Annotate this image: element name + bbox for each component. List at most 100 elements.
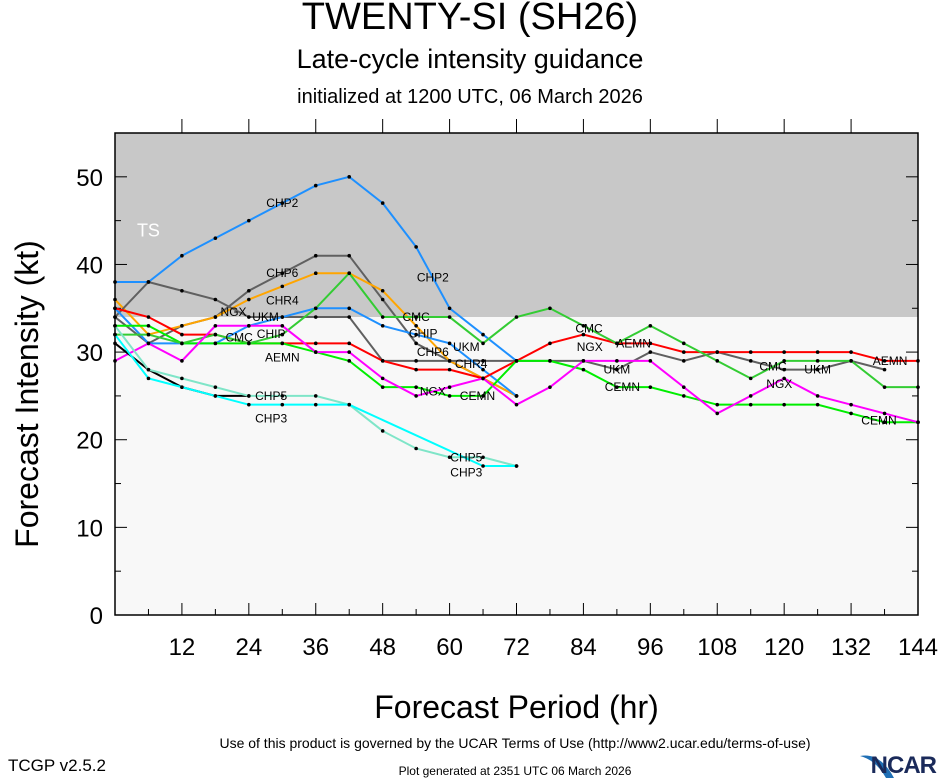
series-label: CHP5 (255, 389, 287, 403)
data-point (347, 271, 352, 276)
data-point (514, 315, 519, 319)
y-tick-label: 40 (76, 252, 103, 279)
data-point (313, 315, 318, 319)
data-point (447, 455, 452, 460)
data-point (648, 385, 653, 389)
data-point (313, 350, 318, 354)
series-label: CEMN (861, 414, 896, 428)
data-point (548, 359, 552, 363)
data-point (347, 341, 352, 346)
data-point (414, 341, 418, 346)
y-tick-label: 30 (76, 340, 103, 367)
data-point (447, 385, 452, 389)
data-point (748, 402, 753, 407)
series-label: CHIP (257, 327, 286, 341)
x-tick-label: 72 (503, 634, 530, 661)
series-label: CEMN (605, 380, 640, 394)
series-label: CHP6 (417, 345, 449, 359)
data-point (648, 359, 653, 363)
data-point (280, 324, 285, 328)
chart-title: TWENTY-SI (SH26) (301, 0, 639, 38)
data-point (882, 385, 887, 389)
data-point (715, 350, 720, 354)
series-label: CEMN (460, 389, 495, 403)
data-point (313, 271, 318, 276)
data-point (849, 359, 853, 363)
data-point (447, 341, 452, 346)
data-point (615, 385, 619, 389)
data-point (581, 367, 586, 372)
data-point (882, 359, 887, 363)
series-label: CHIP (409, 327, 438, 341)
x-tick-label: 96 (637, 634, 664, 661)
series-line-ukm (114, 280, 885, 371)
data-point (347, 253, 352, 258)
data-point (280, 394, 285, 398)
series-label: NGX (221, 305, 247, 319)
data-point (113, 359, 117, 363)
series-label: CMC (402, 310, 430, 324)
data-point (380, 324, 385, 328)
data-point (481, 394, 485, 398)
data-point (180, 359, 184, 363)
x-tick-label: 84 (570, 634, 597, 661)
data-point (146, 376, 151, 381)
data-point (247, 297, 251, 302)
series-label: NGX (577, 340, 603, 354)
y-tick-label: 50 (76, 165, 103, 192)
data-point (113, 332, 117, 337)
data-point (882, 367, 887, 372)
data-point (280, 271, 285, 276)
series-label: NGX (766, 377, 792, 391)
band-label: TS (137, 220, 160, 240)
data-point (180, 341, 184, 346)
data-point (380, 297, 385, 302)
data-point (548, 306, 552, 311)
series-label: CMC (575, 322, 603, 336)
data-point (815, 394, 820, 398)
data-point (113, 341, 117, 346)
data-point (481, 341, 485, 346)
data-point (782, 367, 786, 372)
data-point (481, 455, 485, 460)
series-label: AEMN (265, 350, 300, 364)
data-point (280, 284, 285, 289)
x-tick-label: 132 (831, 634, 871, 661)
data-point (681, 359, 686, 363)
data-point (447, 315, 452, 319)
data-point (715, 411, 720, 416)
x-tick-label: 48 (369, 634, 396, 661)
data-point (782, 376, 786, 381)
y-tick-label: 10 (76, 515, 103, 542)
data-point (514, 394, 519, 398)
series-label: UKM (604, 363, 631, 377)
data-point (414, 367, 418, 372)
data-point (715, 359, 720, 363)
data-point (146, 332, 151, 337)
data-point (648, 341, 653, 346)
y-tick-label: 20 (76, 428, 103, 455)
data-point (380, 315, 385, 319)
data-point (748, 376, 753, 381)
data-point (347, 359, 352, 363)
series-label: CHR4 (266, 293, 299, 307)
data-point (849, 411, 853, 416)
data-point (146, 315, 151, 319)
data-point (882, 420, 887, 425)
data-point (380, 359, 385, 363)
data-point (748, 359, 753, 363)
data-point (615, 367, 619, 372)
data-point (414, 446, 418, 451)
x-tick-label: 24 (235, 634, 262, 661)
data-point (280, 341, 285, 346)
y-axis-label: Forecast Intensity (kt) (9, 240, 45, 548)
data-point (815, 402, 820, 407)
data-point (514, 359, 519, 363)
series-label: AEMN (873, 354, 908, 368)
data-point (648, 324, 653, 328)
data-point (247, 341, 251, 346)
data-point (280, 201, 285, 205)
data-point (213, 394, 218, 398)
data-point (815, 359, 820, 363)
